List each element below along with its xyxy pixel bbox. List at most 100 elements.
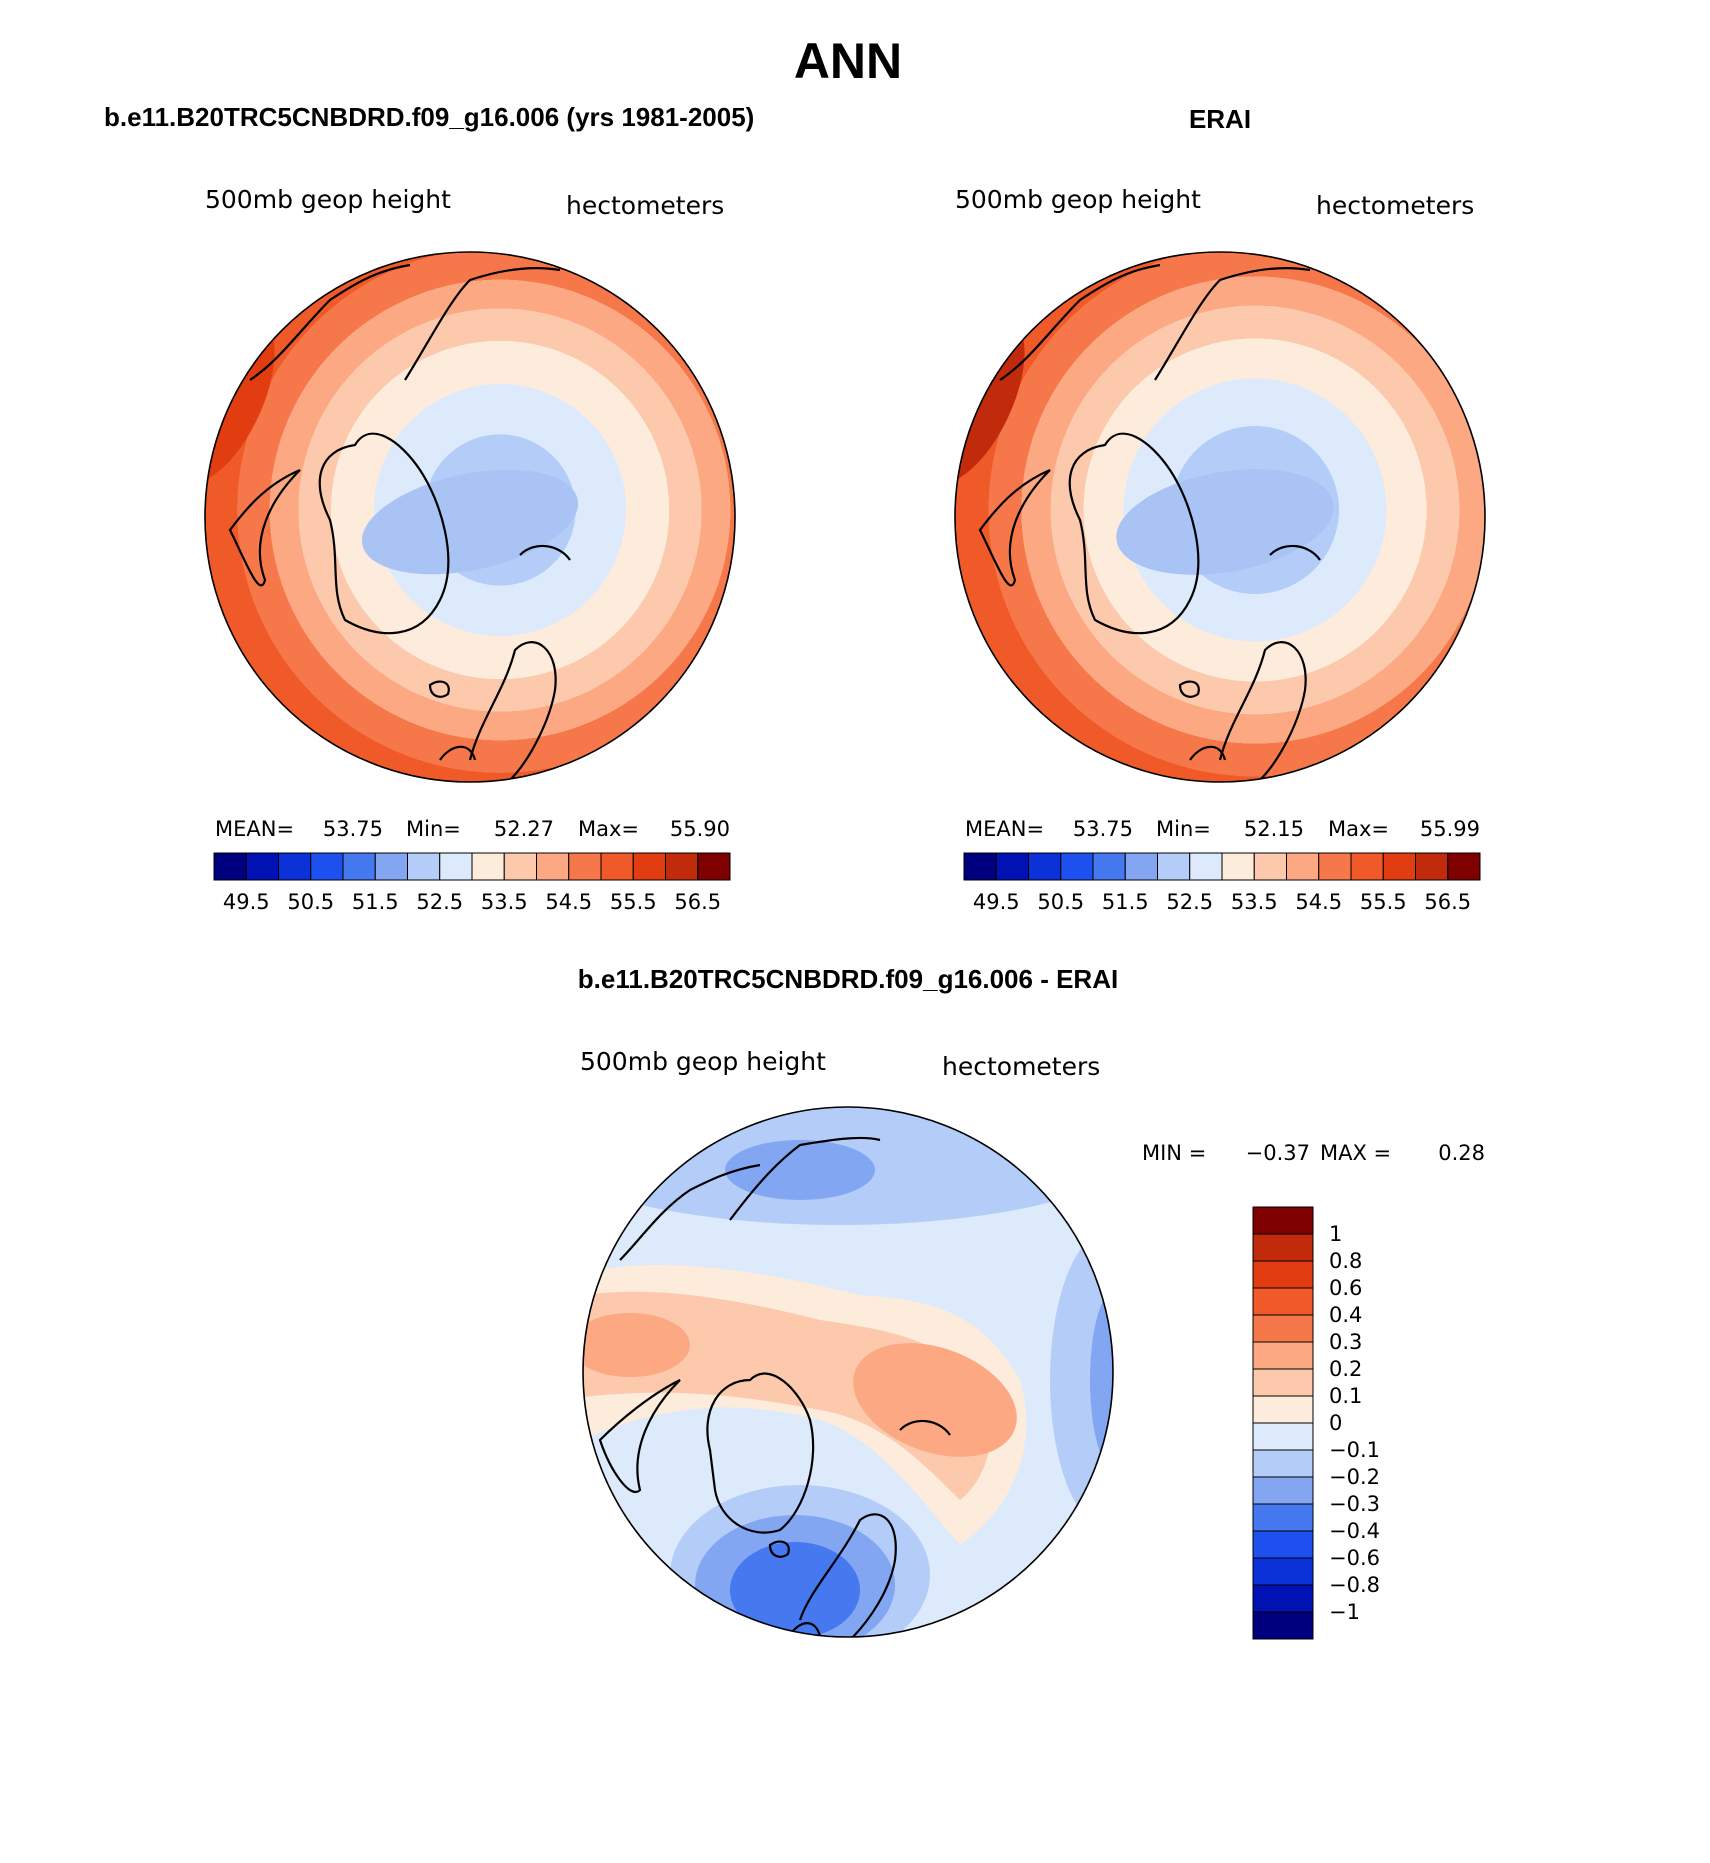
colorbar-tick-label: 0.8 (1329, 1249, 1362, 1273)
panel-a-min-value: 52.27 (494, 817, 554, 841)
colorbar-swatch (1252, 1233, 1314, 1262)
panel-b-mean-value: 53.75 (1073, 817, 1133, 841)
colorbar-swatch (1252, 1476, 1314, 1505)
panel-b-case-label: ERAI (1189, 104, 1251, 134)
panel-a-min-label: Min= (406, 817, 461, 841)
panel-a-coastlines (228, 263, 571, 781)
colorbar-swatch (536, 852, 570, 881)
colorbar-swatch (1252, 1584, 1314, 1613)
colorbar-swatch (1124, 852, 1158, 881)
colorbar-swatch (665, 852, 699, 881)
panel-b-map (955, 252, 1485, 782)
colorbar-tick-label: 51.5 (1102, 890, 1149, 914)
panel-b-max-value: 55.99 (1420, 817, 1480, 841)
colorbar-swatch (1252, 1422, 1314, 1451)
colorbar-swatch (1252, 1611, 1314, 1640)
panel-b-min-value: 52.15 (1244, 817, 1304, 841)
colorbar-tick-label: −0.1 (1329, 1438, 1380, 1462)
panel-b-colorbar: 49.5 50.5 51.5 52.5 53.5 54.5 55.5 56.5 (963, 852, 1481, 914)
panel-a-outline (204, 251, 736, 783)
colorbar-swatch (1028, 852, 1062, 881)
panel-b-max-label: Max= (1328, 817, 1389, 841)
panel-c-min-label: MIN = (1142, 1141, 1206, 1165)
colorbar-swatch (1252, 1503, 1314, 1532)
colorbar-swatch (1092, 852, 1126, 881)
panel-c-map (583, 1107, 1113, 1637)
colorbar-swatch (697, 852, 731, 881)
panel-b-coastlines (978, 263, 1321, 781)
colorbar-tick-label: 0 (1329, 1411, 1342, 1435)
panel-b-stats: MEAN= 53.75 Min= 52.15 Max= 55.99 (965, 817, 1480, 841)
colorbar-swatch (995, 852, 1029, 881)
colorbar-tick-label: −0.4 (1329, 1519, 1380, 1543)
panel-a-units: hectometers (566, 191, 724, 220)
colorbar-swatch (632, 852, 666, 881)
panel-c-neg-east-core (1090, 1290, 1113, 1470)
colorbar-tick-label: 0.6 (1329, 1276, 1362, 1300)
panel-c-case-label: b.e11.B20TRC5CNBDRD.f09_g16.006 - ERAI (578, 964, 1118, 994)
colorbar-swatch (1252, 1287, 1314, 1316)
colorbar-tick-label: −0.2 (1329, 1465, 1380, 1489)
colorbar-tick-label: −1 (1329, 1600, 1360, 1624)
panel-c-variable: 500mb geop height (580, 1047, 826, 1076)
panel-a-case-label: b.e11.B20TRC5CNBDRD.f09_g16.006 (yrs 198… (104, 102, 754, 132)
colorbar-swatch (1157, 852, 1191, 881)
colorbar-tick-label: 53.5 (481, 890, 528, 914)
panel-a-mean-label: MEAN= (215, 817, 294, 841)
panel-a-max-label: Max= (578, 817, 639, 841)
panel-c-stats: MIN = −0.37 MAX = 0.28 (1142, 1141, 1485, 1165)
colorbar-swatch (245, 852, 279, 881)
colorbar-swatch (439, 852, 473, 881)
panel-a-stats: MEAN= 53.75 Min= 52.27 Max= 55.90 (215, 817, 730, 841)
colorbar-tick-label: 51.5 (352, 890, 399, 914)
colorbar-tick-label: 1 (1329, 1222, 1342, 1246)
colorbar-swatch (1221, 852, 1255, 881)
panel-c-outline (582, 1106, 1114, 1638)
panel-c-pos-core-east (853, 1343, 1017, 1457)
colorbar-swatch (342, 852, 376, 881)
colorbar-swatch (213, 852, 247, 881)
colorbar-tick-label: 54.5 (545, 890, 592, 914)
colorbar-tick-label: 56.5 (1424, 890, 1471, 914)
figure-title: ANN (794, 33, 902, 89)
colorbar-tick-label: 50.5 (287, 890, 334, 914)
colorbar-swatch (1252, 1368, 1314, 1397)
colorbar-tick-label: 0.2 (1329, 1357, 1362, 1381)
panel-c: 500mb geop height hectometers (580, 1047, 1485, 1640)
colorbar-tick-label: 49.5 (973, 890, 1020, 914)
colorbar-tick-label: 55.5 (1360, 890, 1407, 914)
panel-c-max-label: MAX = (1320, 1141, 1391, 1165)
colorbar-swatch (1060, 852, 1094, 881)
colorbar-swatch (1350, 852, 1384, 881)
panel-c-pos-core-west (583, 1313, 690, 1377)
colorbar-swatch (1252, 1449, 1314, 1478)
colorbar-swatch (310, 852, 344, 881)
colorbar-swatch (1286, 852, 1320, 881)
colorbar-tick-label: 50.5 (1037, 890, 1084, 914)
colorbar-tick-label: −0.8 (1329, 1573, 1380, 1597)
colorbar-swatch (1252, 1314, 1314, 1343)
colorbar-swatch (1252, 1260, 1314, 1289)
colorbar-swatch (1252, 1557, 1314, 1586)
colorbar-swatch (1415, 852, 1449, 881)
colorbar-swatch (503, 852, 537, 881)
colorbar-tick-label: 52.5 (1166, 890, 1213, 914)
panel-c-neg-atlantic-core (730, 1542, 860, 1637)
colorbar-swatch (278, 852, 312, 881)
colorbar-swatch (1318, 852, 1352, 881)
colorbar-swatch (1252, 1395, 1314, 1424)
panel-b-min-label: Min= (1156, 817, 1211, 841)
colorbar-swatch (374, 852, 408, 881)
panel-b: 500mb geop height hectometers MEAN= 53.7… (954, 185, 1486, 914)
colorbar-swatch (1252, 1530, 1314, 1559)
colorbar-swatch (568, 852, 602, 881)
panel-a-low-core (361, 469, 579, 575)
colorbar-tick-label: 49.5 (223, 890, 270, 914)
colorbar-swatch (1447, 852, 1481, 881)
colorbar-tick-label: 54.5 (1295, 890, 1342, 914)
panel-b-units: hectometers (1316, 191, 1474, 220)
panel-a-mean-value: 53.75 (323, 817, 383, 841)
colorbar-swatch (1382, 852, 1416, 881)
colorbar-swatch (600, 852, 634, 881)
panel-b-variable: 500mb geop height (955, 185, 1201, 214)
